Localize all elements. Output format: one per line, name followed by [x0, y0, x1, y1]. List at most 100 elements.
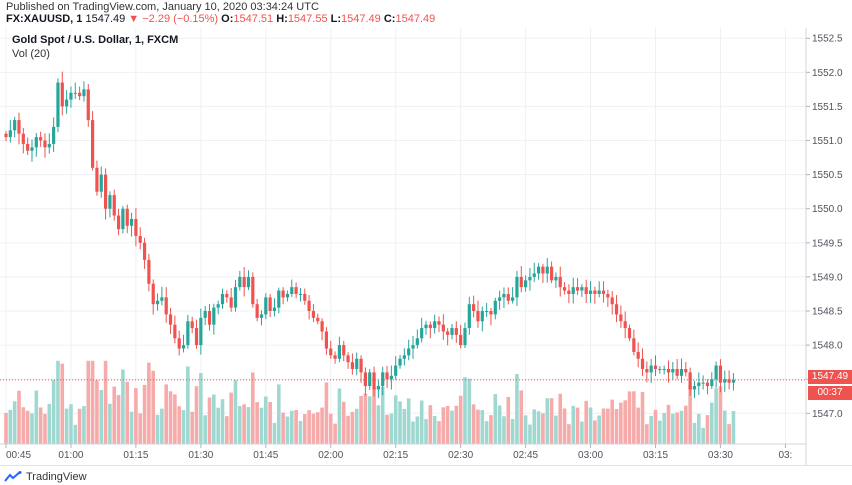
candle-body — [588, 290, 593, 294]
candle-body — [705, 382, 710, 387]
volume-bar — [363, 393, 368, 444]
candle-body — [454, 328, 458, 335]
candle-body — [8, 130, 12, 138]
candle-body — [498, 297, 502, 301]
candle-body — [679, 368, 684, 376]
x-tick-label: 02:15 — [383, 450, 408, 461]
volume-bar — [125, 381, 130, 444]
high-value: 1547.55 — [287, 13, 328, 25]
volume-bar — [692, 422, 697, 444]
x-tick-label: 02:00 — [318, 450, 343, 461]
volume-bar — [56, 360, 60, 444]
candle-body — [194, 328, 199, 346]
candle-body — [294, 287, 298, 294]
candle-body — [727, 379, 731, 383]
volume-bar — [450, 410, 454, 444]
volume-bar — [30, 413, 34, 444]
candle-body — [368, 372, 372, 387]
candle-body — [181, 345, 186, 349]
volume-bar — [619, 402, 623, 444]
candle-body — [710, 379, 714, 387]
plot-area[interactable] — [0, 28, 806, 465]
volume-bar — [497, 405, 502, 444]
volume-bar — [12, 401, 17, 444]
candle-body — [4, 133, 8, 138]
candle-body — [480, 311, 484, 322]
volume-bar — [688, 385, 692, 444]
time-axis[interactable]: 00:45 01:00 01:15 01:30 01:45 02:00 02:15 02:30… — [5, 444, 792, 461]
candle-body — [688, 372, 692, 390]
y-tick-label: 1552.0 — [812, 68, 843, 79]
candle-body — [601, 290, 606, 294]
volume-bar — [523, 415, 528, 444]
volume-bar — [155, 414, 160, 444]
open-value: 1547.51 — [233, 13, 274, 25]
y-tick-label: 1550.5 — [812, 170, 843, 181]
volume-bar — [77, 408, 82, 444]
candle-body — [281, 290, 285, 298]
y-tick-label: 1551.0 — [812, 136, 843, 147]
candle-body — [671, 368, 675, 373]
footer-brand: TradingView — [26, 471, 87, 483]
published-caption: Published on TradingView.com, January 10… — [6, 1, 319, 13]
volume-bar — [424, 419, 428, 444]
candle-body — [173, 324, 177, 339]
volume-bar — [82, 406, 86, 444]
volume-bar — [480, 410, 485, 444]
candle-body — [86, 89, 90, 121]
volume-bar — [597, 415, 602, 444]
candle-body — [30, 147, 34, 151]
volume-bar — [554, 415, 558, 444]
volume-bar — [116, 395, 121, 444]
candle-body — [129, 218, 134, 226]
candle-body — [91, 120, 95, 168]
volume-bar — [714, 388, 718, 444]
price-axis[interactable]: 1547.01547.51548.01548.51549.01549.51550… — [806, 34, 843, 420]
candle-body — [160, 297, 164, 301]
y-tick-label: 1547.0 — [812, 409, 843, 420]
candle-body — [190, 321, 194, 329]
volume-bar — [406, 398, 411, 444]
volume-bar — [264, 396, 268, 444]
candle-body — [251, 276, 255, 305]
volume-bar — [471, 404, 476, 444]
x-tick-label: 03:15 — [643, 450, 668, 461]
candle-body — [376, 386, 380, 390]
candle-body — [623, 321, 627, 329]
volume-bar — [580, 421, 584, 444]
candle-body — [303, 293, 307, 301]
candle-body — [433, 321, 437, 329]
symbol-ohlc-line: FX:XAUUSD, 1 1547.49 ▼ −2.29 (−0.15%) O:… — [6, 13, 435, 25]
last-price: 1547.49 — [85, 13, 126, 25]
candle-body — [398, 358, 402, 366]
candle-body — [151, 283, 155, 305]
candle-body — [584, 287, 588, 294]
candle-body — [82, 89, 86, 97]
volume-bar — [47, 403, 52, 444]
volume-bar — [415, 416, 420, 444]
volume-bar — [151, 370, 156, 444]
candle-body — [636, 351, 640, 359]
volume-bar — [437, 421, 441, 444]
volume-bar — [203, 415, 207, 444]
volume-bar — [411, 421, 415, 444]
candle-body — [545, 266, 549, 274]
volume-bar — [675, 412, 679, 444]
x-tick-label: 03:00 — [578, 450, 603, 461]
volume-bar — [502, 416, 506, 444]
volume-bar — [458, 395, 463, 444]
candle-body — [467, 304, 471, 329]
candle-body — [493, 300, 497, 315]
volume-bar — [376, 405, 381, 444]
volume-bar — [268, 401, 272, 444]
volume-bar — [731, 410, 736, 444]
candle-body — [69, 92, 73, 100]
candle-body — [246, 276, 251, 288]
volume-bar — [216, 407, 220, 444]
candle-body — [614, 304, 619, 315]
candle-body — [718, 365, 723, 383]
candle-body — [238, 276, 242, 288]
candle-body — [26, 143, 30, 151]
candle-body — [52, 126, 56, 144]
